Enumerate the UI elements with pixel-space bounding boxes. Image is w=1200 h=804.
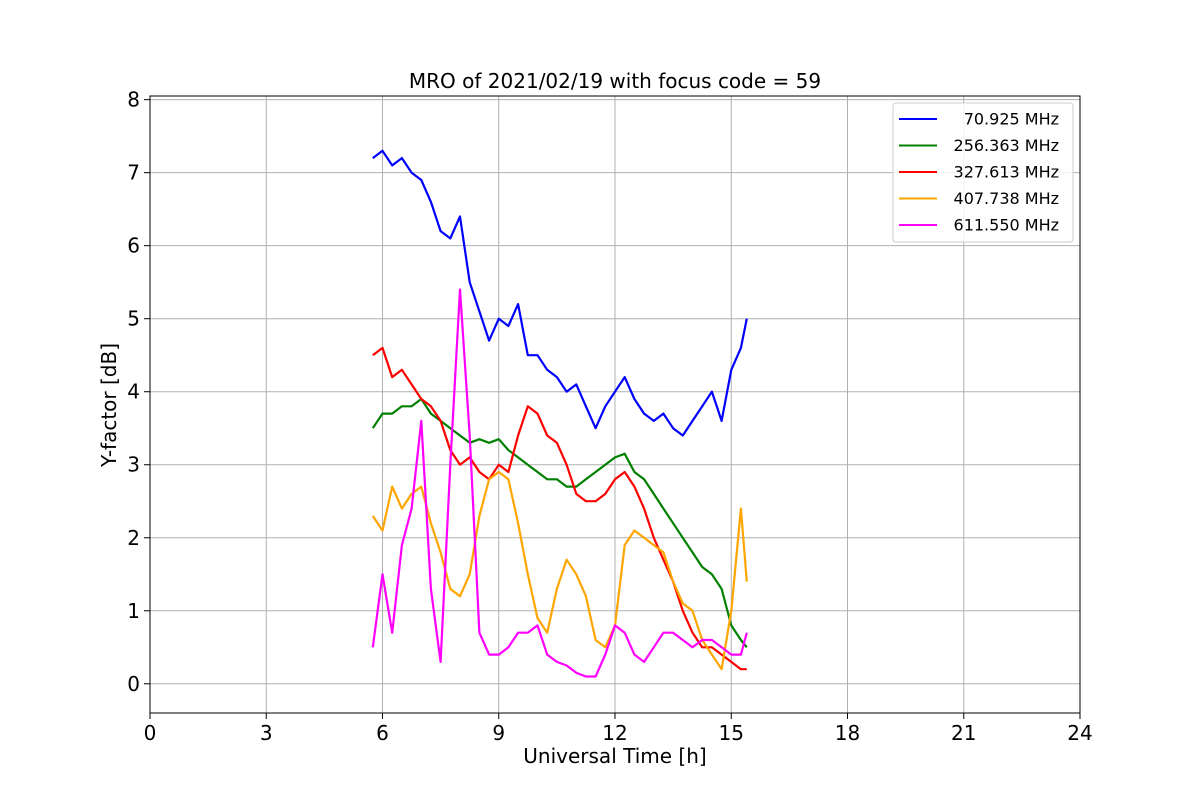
x-tick-label: 3	[260, 721, 273, 745]
series-line-3	[371, 470, 748, 671]
y-tick-label: 8	[127, 88, 140, 112]
x-tick-label: 18	[835, 721, 860, 745]
y-tick-label: 0	[127, 672, 140, 696]
y-tick-label: 2	[127, 526, 140, 550]
x-tick-label: 9	[492, 721, 505, 745]
y-tick-label: 5	[127, 307, 140, 331]
legend-label-3: 407.738 MHz	[954, 189, 1059, 208]
y-tick-label: 7	[127, 161, 140, 185]
y-tick-label: 3	[127, 453, 140, 477]
x-tick-label: 6	[376, 721, 389, 745]
series-line-2	[372, 346, 747, 671]
x-axis-title: Universal Time [h]	[523, 744, 706, 768]
series-line-1	[371, 397, 748, 648]
x-tick-label: 15	[719, 721, 744, 745]
legend: 70.925 MHz 256.363 MHz 327.613 MHz 407.738 …	[892, 102, 1074, 243]
x-tick-label: 21	[951, 721, 976, 745]
x-tick-label: 12	[602, 721, 627, 745]
legend-label-1: 256.363 MHz	[954, 136, 1059, 155]
series-line-0	[372, 149, 748, 437]
series-lines	[371, 149, 748, 678]
legend-label-2: 327.613 MHz	[954, 163, 1059, 182]
legend-label-0: 70.925 MHz	[964, 110, 1059, 129]
series-line-4	[371, 288, 748, 678]
chart-title: MRO of 2021/02/19 with focus code = 59	[409, 69, 821, 93]
x-tick-label: 24	[1067, 721, 1092, 745]
legend-label-4: 611.550 MHz	[954, 216, 1059, 235]
y-tick-label: 4	[127, 380, 140, 404]
y-tick-label: 1	[127, 599, 140, 623]
y-tick-label: 6	[127, 234, 140, 258]
legend-box	[892, 102, 1074, 243]
x-tick-label: 0	[144, 721, 157, 745]
y-axis-title: Y-factor [dB]	[97, 343, 121, 468]
